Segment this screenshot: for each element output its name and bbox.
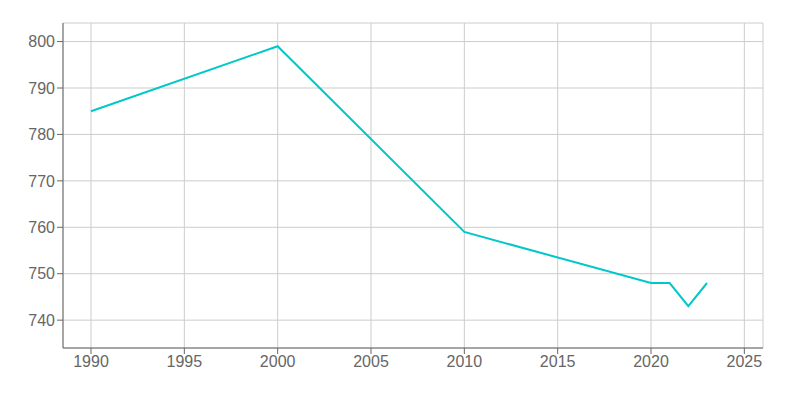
svg-text:1990: 1990 [73,353,109,370]
svg-text:790: 790 [28,80,55,97]
svg-text:2020: 2020 [633,353,669,370]
svg-text:2005: 2005 [353,353,389,370]
svg-text:800: 800 [28,33,55,50]
svg-text:750: 750 [28,265,55,282]
svg-text:760: 760 [28,219,55,236]
svg-text:740: 740 [28,312,55,329]
svg-text:2010: 2010 [447,353,483,370]
svg-text:2000: 2000 [260,353,296,370]
svg-text:770: 770 [28,173,55,190]
svg-text:2025: 2025 [727,353,763,370]
svg-text:2015: 2015 [540,353,576,370]
svg-text:1995: 1995 [167,353,203,370]
svg-text:780: 780 [28,126,55,143]
